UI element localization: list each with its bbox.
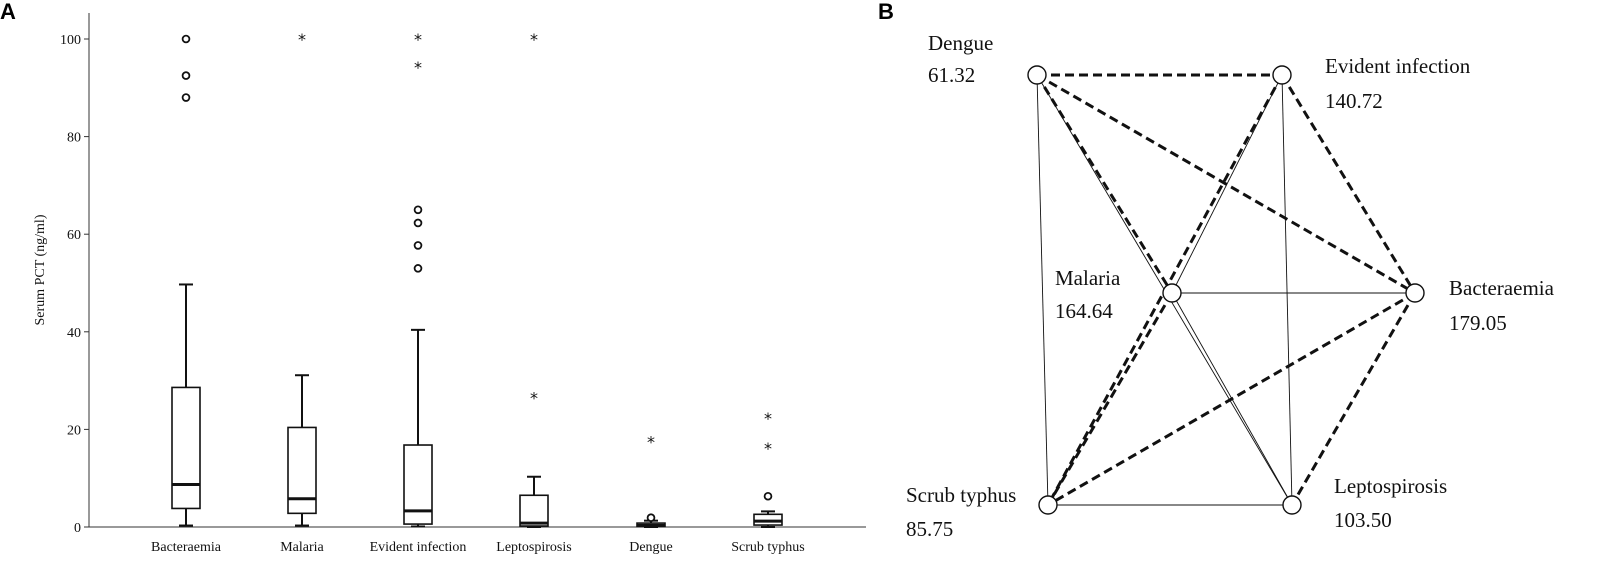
network-nodes	[1027, 65, 1425, 515]
edge-dengue-scrub	[1036, 74, 1049, 506]
outlier-circle	[181, 71, 191, 80]
x-category-label: Evident infection	[370, 540, 467, 555]
node-evident	[1272, 65, 1292, 85]
node-lepto	[1282, 495, 1302, 515]
x-category-label: Dengue	[629, 540, 673, 555]
panel-b-label: B	[878, 0, 894, 24]
box-iqr	[287, 426, 317, 515]
box-iqr	[171, 386, 201, 510]
y-tick-label: 100	[60, 33, 81, 48]
outlier-star: *	[298, 30, 306, 49]
box-5: **	[753, 409, 783, 528]
x-category-label: Leptospirosis	[496, 540, 571, 555]
boxplot-chart: 0 20 40 60 80 100 Bacteraemia Malaria Evident i…	[33, 13, 866, 555]
outlier-star: *	[530, 389, 538, 408]
x-category-label: Scrub typhus	[731, 540, 805, 555]
outlier-star: *	[764, 409, 772, 428]
node-value-label: 140.72	[1325, 89, 1383, 113]
edge-evident-bacteraemia	[1280, 74, 1417, 294]
node-bacteraemia	[1405, 283, 1425, 303]
panel-a-label: A	[0, 0, 16, 24]
outlier-circle	[413, 264, 423, 273]
y-axis-title: Serum PCT (ng/ml)	[33, 214, 48, 325]
outlier-star: *	[764, 439, 772, 458]
x-category-label: Bacteraemia	[151, 540, 222, 555]
node-name-label: Scrub typhus	[906, 483, 1016, 507]
y-tick-label: 80	[67, 131, 81, 146]
outlier-circle	[763, 491, 773, 501]
outlier-circle	[413, 218, 423, 228]
edge-evident-lepto	[1281, 74, 1293, 506]
box-4: *	[636, 433, 666, 528]
y-tick-label: 60	[67, 228, 81, 243]
node-dengue	[1027, 65, 1047, 85]
outlier-circle	[181, 34, 191, 44]
edge-dengue-malaria	[1035, 74, 1174, 294]
edge-evident-malaria	[1171, 74, 1283, 294]
y-tick-label: 40	[67, 326, 81, 341]
y-axis: 0 20 40 60 80 100	[60, 13, 90, 536]
y-tick-label: 0	[74, 521, 81, 536]
edge-dengue-bacteraemia	[1036, 73, 1416, 295]
node-value-label: 179.05	[1449, 311, 1507, 335]
network-labels: Dengue 61.32 Evident infection 140.72 Malari…	[906, 31, 1555, 541]
node-value-label: 164.64	[1055, 299, 1113, 323]
box-series: * ***** **	[171, 30, 783, 528]
node-name-label: Dengue	[928, 31, 993, 55]
box-iqr	[519, 494, 549, 527]
network-edges	[1035, 73, 1417, 507]
outlier-star: *	[647, 433, 655, 452]
edge-bacteraemia-lepto	[1290, 292, 1417, 506]
node-name-label: Evident infection	[1325, 54, 1471, 78]
node-name-label: Leptospirosis	[1334, 474, 1447, 498]
outlier-circle	[413, 241, 423, 250]
outlier-circle	[646, 513, 656, 523]
node-value-label: 61.32	[928, 63, 975, 87]
outlier-star: *	[414, 30, 422, 49]
edge-bacteraemia-scrub	[1047, 291, 1416, 507]
x-category-label: Malaria	[280, 540, 324, 555]
box-1: *	[287, 30, 317, 527]
box-2: **	[403, 30, 433, 528]
outlier-circle	[181, 93, 191, 102]
node-malaria	[1162, 283, 1182, 303]
box-0	[171, 34, 201, 527]
node-value-label: 103.50	[1334, 508, 1392, 532]
node-scrub	[1038, 495, 1058, 515]
outlier-star: *	[414, 58, 422, 77]
node-value-label: 85.75	[906, 517, 953, 541]
node-name-label: Malaria	[1055, 266, 1121, 290]
y-tick-label: 20	[67, 423, 81, 438]
outlier-star: *	[530, 30, 538, 49]
x-axis: Bacteraemia Malaria Evident infection Lepto…	[89, 526, 866, 555]
box-3: **	[519, 30, 549, 528]
network-diagram: Dengue 61.32 Evident infection 140.72 Malari…	[906, 31, 1555, 541]
outlier-circle	[413, 205, 423, 215]
node-name-label: Bacteraemia	[1449, 276, 1555, 300]
edge-malaria-scrub	[1046, 292, 1174, 506]
